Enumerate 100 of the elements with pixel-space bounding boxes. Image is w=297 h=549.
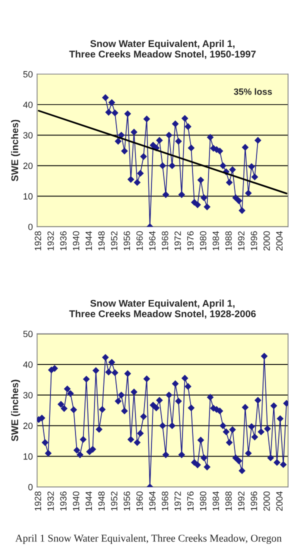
x-tick-label: 1952 — [110, 492, 118, 511]
x-tick-label: 1936 — [60, 492, 67, 511]
x-tick-label: 1948 — [98, 492, 105, 511]
x-tick-label: 1960 — [136, 491, 143, 511]
y-tick-label: 30 — [23, 392, 33, 398]
y-tick-label: 10 — [24, 453, 33, 460]
x-tick-label: 1936 — [60, 231, 67, 250]
y-tick-label: 50 — [23, 330, 33, 338]
x-tick-label: 1968 — [162, 492, 168, 511]
x-tick-label: 1932 — [47, 231, 54, 250]
y-tick-label: 20 — [23, 422, 33, 430]
x-tick-label: 1940 — [72, 491, 80, 511]
x-tick-label: 1976 — [187, 231, 194, 250]
y-axis-title: SWE (inches) — [11, 380, 20, 442]
point — [172, 120, 178, 128]
x-tick-label: 1968 — [162, 231, 168, 250]
point — [108, 99, 115, 106]
y-tick-label: 30 — [23, 132, 33, 139]
point — [144, 116, 150, 122]
point — [162, 192, 169, 198]
point — [134, 179, 140, 186]
x-tick-label: 1992 — [238, 231, 244, 250]
point — [245, 190, 252, 196]
y-tick-label: 40 — [23, 102, 33, 108]
point — [216, 148, 223, 154]
point — [178, 192, 185, 198]
point — [175, 138, 182, 144]
x-tick-label: 1980 — [200, 231, 206, 250]
y-tick-label: 20 — [23, 162, 33, 170]
x-tick-label: 1976 — [187, 492, 194, 511]
point — [254, 137, 262, 144]
x-tick-label: 1944 — [86, 491, 92, 511]
x-tick-label: 1960 — [136, 231, 143, 250]
point — [102, 94, 109, 101]
x-tick-label: 1972 — [174, 231, 181, 250]
x-tick-label: 1964 — [149, 231, 156, 250]
x-tick-label: 1996 — [250, 231, 258, 250]
point — [182, 115, 188, 122]
x-tick-label: 2004 — [276, 491, 283, 511]
point — [124, 110, 131, 117]
x-tick-label: 1984 — [212, 491, 220, 511]
x-tick-label: 1940 — [72, 231, 80, 250]
point — [198, 176, 204, 184]
point — [166, 132, 172, 138]
point — [150, 142, 156, 148]
x-tick-label: 2000 — [263, 491, 270, 511]
point — [128, 176, 134, 183]
point — [140, 153, 147, 160]
x-tick-label: 1932 — [47, 492, 54, 511]
point — [242, 144, 248, 151]
point — [194, 202, 201, 208]
point — [229, 166, 236, 173]
point — [121, 148, 128, 154]
point — [118, 132, 124, 138]
point — [200, 194, 208, 201]
point — [238, 207, 246, 214]
point — [188, 144, 194, 152]
point — [156, 137, 163, 144]
x-tick-label: 1996 — [250, 492, 258, 511]
point — [168, 162, 176, 169]
x-tick-label: 1984 — [212, 231, 220, 250]
y-tick-label: 40 — [23, 361, 33, 368]
point — [112, 110, 118, 116]
x-tick-label: 1928 — [34, 492, 42, 511]
y-tick-label: 50 — [23, 71, 33, 78]
point — [207, 134, 214, 140]
x-tick-label: 1948 — [98, 231, 105, 250]
x-tick-label: 1956 — [124, 492, 130, 511]
x-tick-label: 1988 — [225, 231, 232, 250]
x-tick-label: 1992 — [238, 492, 244, 511]
x-tick-label: 1988 — [225, 492, 232, 511]
point — [252, 174, 258, 180]
annotation: 35% loss — [234, 88, 272, 95]
x-tick-label: 1972 — [174, 492, 181, 511]
point — [236, 198, 242, 204]
x-tick-label: 2000 — [263, 231, 270, 251]
text: April 1 Snow Water Equivalent, Three Creeks Meadow, Oregon — [15, 534, 282, 544]
point — [232, 194, 239, 201]
point — [226, 179, 232, 186]
point — [114, 138, 122, 144]
point — [130, 128, 138, 136]
x-tick-label: 1944 — [86, 231, 92, 250]
y-axis-title: SWE (inches) — [11, 120, 20, 182]
y-tick-label: 0 — [28, 484, 33, 490]
point — [204, 204, 210, 210]
x-tick-label: 1952 — [110, 231, 118, 250]
x-tick-label: 1980 — [200, 491, 206, 511]
x-tick-label: 2004 — [276, 231, 283, 251]
point — [248, 163, 255, 170]
y-tick-label: 0 — [28, 224, 33, 230]
chart-title: Snow Water Equivalent, April 1, Three Creeks Meadow Snotel, 1928-2006 — [69, 300, 256, 319]
x-tick-label: 1964 — [149, 491, 156, 511]
y-tick-label: 10 — [24, 193, 33, 200]
x-tick-label: 1956 — [124, 231, 130, 250]
point — [184, 123, 192, 130]
point — [159, 162, 166, 169]
point — [220, 162, 226, 169]
point — [137, 170, 144, 176]
x-tick-label: 1928 — [34, 231, 42, 250]
point — [105, 109, 112, 116]
